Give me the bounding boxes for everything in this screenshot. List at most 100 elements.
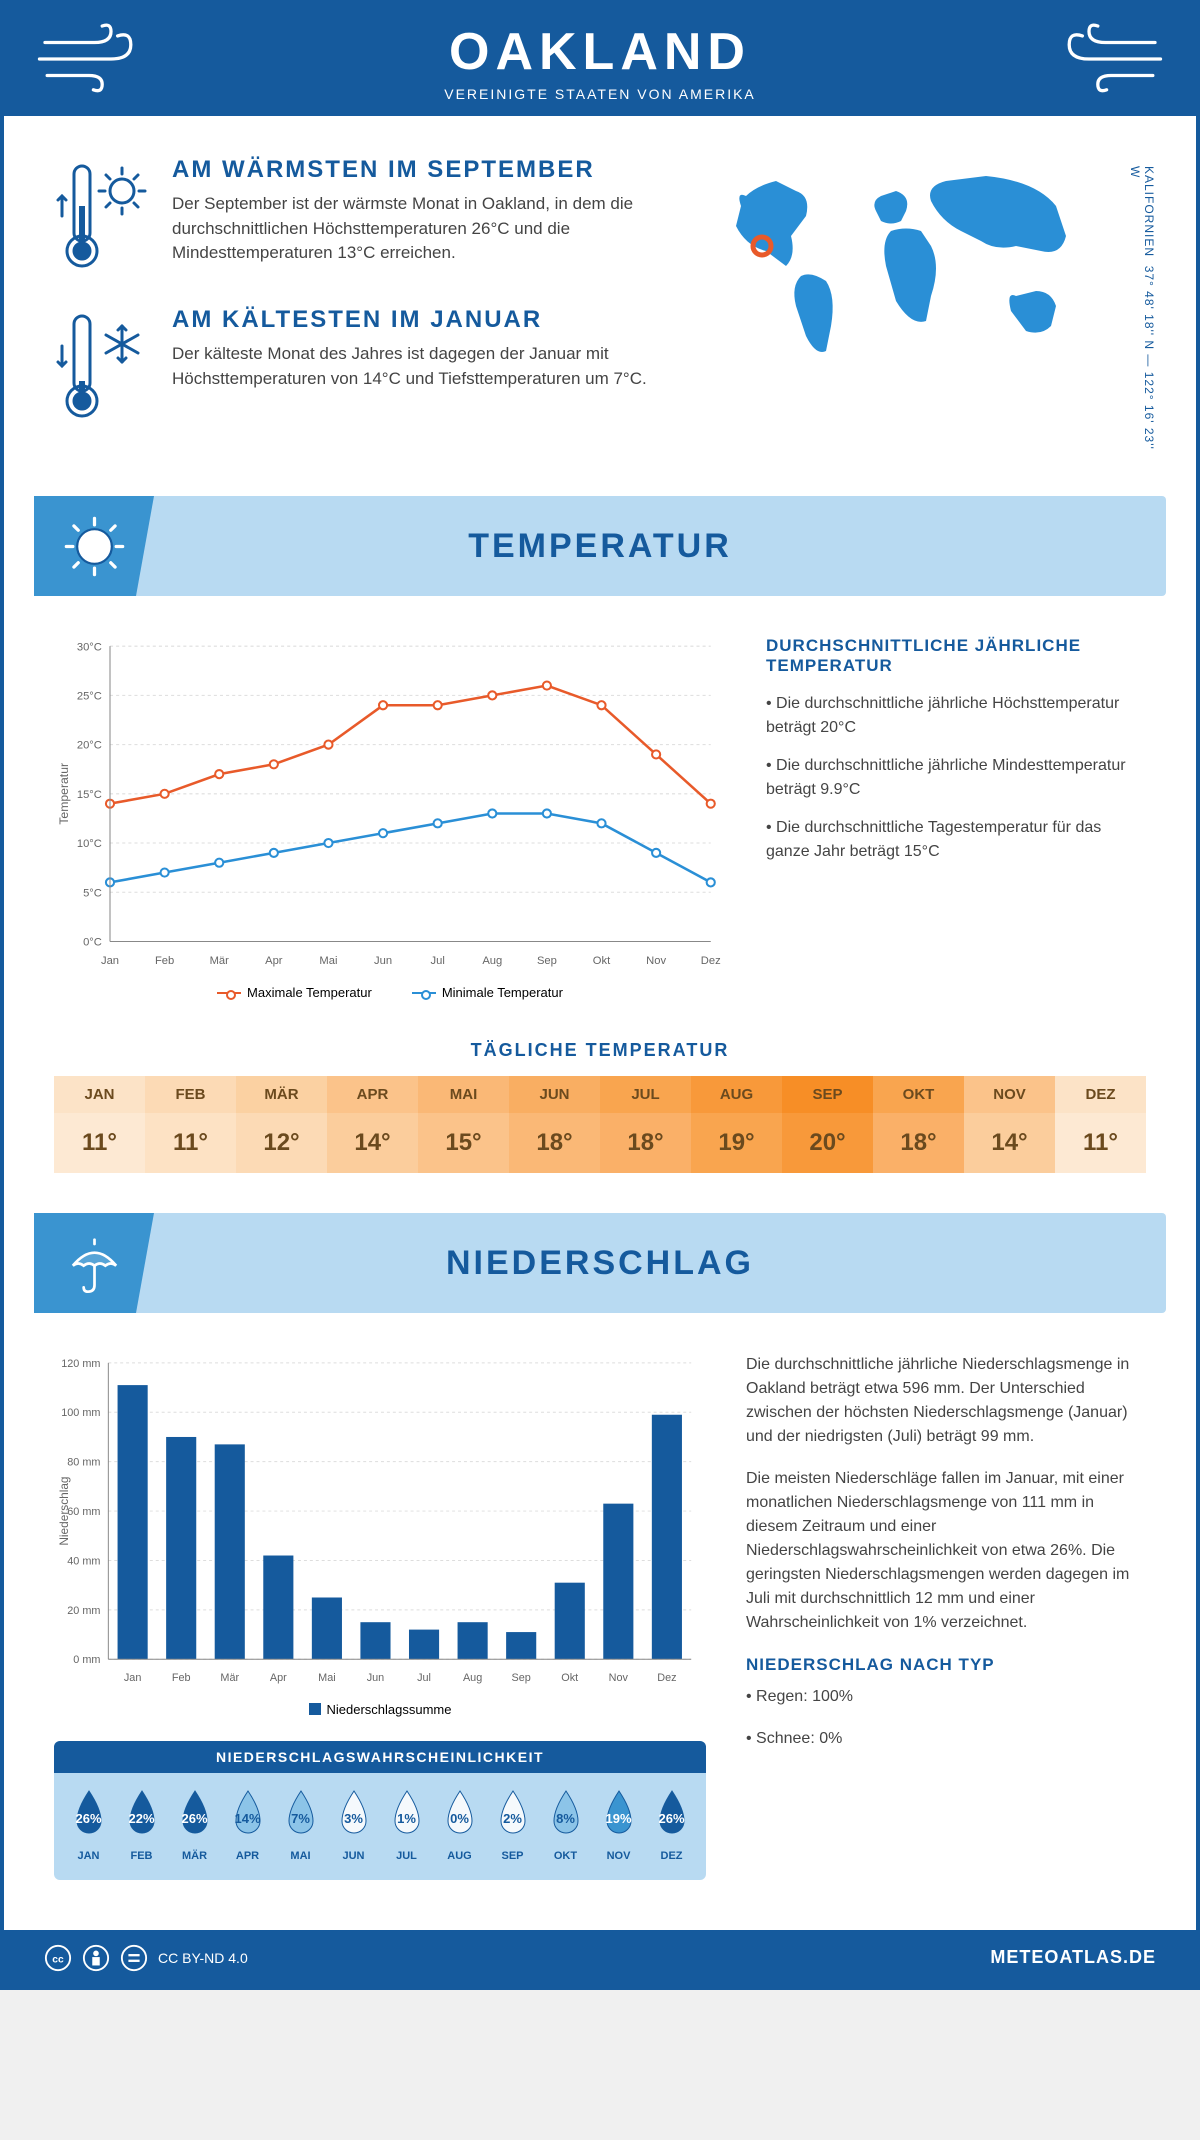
svg-text:Dez: Dez [657,1672,676,1684]
thermometer-snow-icon [54,306,154,426]
probability-drop: 1%JUL [385,1787,429,1862]
umbrella-corner-icon [34,1213,154,1313]
temp-text: DURCHSCHNITTLICHE JÄHRLICHE TEMPERATUR •… [766,636,1146,1000]
svg-text:40 mm: 40 mm [67,1555,100,1567]
svg-text:Feb: Feb [172,1672,191,1684]
svg-text:Jan: Jan [101,955,119,967]
temp-cell: MÄR12° [236,1076,327,1173]
precip-type-heading: NIEDERSCHLAG NACH TYP [746,1655,1146,1675]
temp-text-heading: DURCHSCHNITTLICHE JÄHRLICHE TEMPERATUR [766,636,1146,676]
probability-title: NIEDERSCHLAGSWAHRSCHEINLICHKEIT [54,1741,706,1773]
svg-text:60 mm: 60 mm [67,1506,100,1518]
temp-cell: OKT18° [873,1076,964,1173]
precip-left: 0 mm20 mm40 mm60 mm80 mm100 mm120 mmJanF… [54,1353,706,1880]
svg-text:30°C: 30°C [77,641,102,653]
temp-body: 0°C5°C10°C15°C20°C25°C30°CJanFebMärAprMa… [4,596,1196,1020]
svg-text:20 mm: 20 mm [67,1605,100,1617]
probability-drop: 2%SEP [491,1787,535,1862]
by-icon [82,1944,110,1972]
header: OAKLAND VEREINIGTE STAATEN VON AMERIKA [4,4,1196,116]
city-title: OAKLAND [4,22,1196,82]
country-subtitle: VEREINIGTE STAATEN VON AMERIKA [4,86,1196,102]
map-column: KALIFORNIEN 37° 48' 18'' N — 122° 16' 23… [716,156,1146,456]
svg-text:Mai: Mai [319,955,337,967]
svg-text:15°C: 15°C [77,789,102,801]
svg-text:80 mm: 80 mm [67,1457,100,1469]
temp-cell: JUL18° [600,1076,691,1173]
precip-section-bar: NIEDERSCHLAG [34,1213,1166,1313]
coldest-title: AM KÄLTESTEN IM JANUAR [172,306,686,334]
svg-text:20°C: 20°C [77,740,102,752]
temp-chart: 0°C5°C10°C15°C20°C25°C30°CJanFebMärAprMa… [54,636,726,1000]
svg-text:Jun: Jun [367,1672,385,1684]
temp-cell: AUG19° [691,1076,782,1173]
probability-drop: 26%MÄR [173,1787,217,1862]
precip-body: 0 mm20 mm40 mm60 mm80 mm100 mm120 mmJanF… [4,1313,1196,1900]
svg-text:10°C: 10°C [77,838,102,850]
coldest-block: AM KÄLTESTEN IM JANUAR Der kälteste Mona… [54,306,686,426]
temp-cell: JAN11° [54,1076,145,1173]
svg-text:Nov: Nov [646,955,666,967]
precip-p1: Die durchschnittliche jährliche Niedersc… [746,1353,1146,1449]
brand-text: METEOATLAS.DE [990,1947,1156,1968]
precip-p2: Die meisten Niederschläge fallen im Janu… [746,1467,1146,1635]
svg-text:cc: cc [52,1955,64,1966]
svg-text:Sep: Sep [512,1672,531,1684]
svg-text:Feb: Feb [155,955,174,967]
svg-text:Aug: Aug [482,955,502,967]
wind-icon-right [1056,19,1166,99]
temp-section-title: TEMPERATUR [468,527,732,566]
license-text: CC BY-ND 4.0 [158,1950,248,1966]
sun-corner-icon [34,496,154,596]
svg-text:25°C: 25°C [77,690,102,702]
svg-text:120 mm: 120 mm [61,1358,100,1370]
svg-text:0°C: 0°C [83,937,102,949]
precip-legend: Niederschlagssumme [54,1702,706,1717]
precip-type-bullet: • Schnee: 0% [746,1727,1146,1751]
temp-legend: .legend span:nth-child(1) .sw::after{bor… [54,985,726,1000]
infographic-container: OAKLAND VEREINIGTE STAATEN VON AMERIKA A… [0,0,1200,1990]
temp-cell: DEZ11° [1055,1076,1146,1173]
svg-text:Nov: Nov [609,1672,629,1684]
probability-drop: 0%AUG [438,1787,482,1862]
svg-text:Aug: Aug [463,1672,482,1684]
daily-temp-table: JAN11°FEB11°MÄR12°APR14°MAI15°JUN18°JUL1… [54,1076,1146,1173]
svg-text:Okt: Okt [561,1672,578,1684]
temp-cell: JUN18° [509,1076,600,1173]
svg-text:Apr: Apr [265,955,283,967]
svg-text:Apr: Apr [270,1672,287,1684]
intro-section: AM WÄRMSTEN IM SEPTEMBER Der September i… [4,116,1196,476]
precip-type-bullet: • Regen: 100% [746,1685,1146,1709]
svg-text:Niederschlag: Niederschlag [57,1476,71,1545]
probability-drop: 8%OKT [544,1787,588,1862]
probability-row: 26%JAN22%FEB26%MÄR14%APR7%MAI3%JUN1%JUL0… [54,1773,706,1868]
svg-text:Okt: Okt [593,955,611,967]
temp-cell: SEP20° [782,1076,873,1173]
temp-cell: NOV14° [964,1076,1055,1173]
svg-text:Jan: Jan [124,1672,142,1684]
temp-bullet: • Die durchschnittliche jährliche Mindes… [766,754,1146,802]
probability-drop: 26%DEZ [650,1787,694,1862]
probability-drop: 22%FEB [120,1787,164,1862]
svg-text:Jul: Jul [417,1672,431,1684]
temp-bullet: • Die durchschnittliche jährliche Höchst… [766,692,1146,740]
svg-text:Jun: Jun [374,955,392,967]
probability-drop: 19%NOV [597,1787,641,1862]
license-block: cc CC BY-ND 4.0 [44,1944,248,1972]
footer: cc CC BY-ND 4.0 METEOATLAS.DE [4,1930,1196,1986]
world-map-icon [716,156,1096,376]
temp-section-bar: TEMPERATUR [34,496,1166,596]
svg-text:0 mm: 0 mm [73,1654,100,1666]
svg-text:Mär: Mär [210,955,230,967]
precip-text: Die durchschnittliche jährliche Niedersc… [746,1353,1146,1880]
svg-text:Dez: Dez [701,955,721,967]
svg-text:Jul: Jul [431,955,445,967]
thermometer-sun-icon [54,156,154,276]
warmest-title: AM WÄRMSTEN IM SEPTEMBER [172,156,686,184]
probability-drop: 7%MAI [279,1787,323,1862]
cc-icon: cc [44,1944,72,1972]
temp-cell: FEB11° [145,1076,236,1173]
intro-text-column: AM WÄRMSTEN IM SEPTEMBER Der September i… [54,156,686,456]
svg-text:Mai: Mai [318,1672,336,1684]
wind-icon-left [34,19,144,99]
